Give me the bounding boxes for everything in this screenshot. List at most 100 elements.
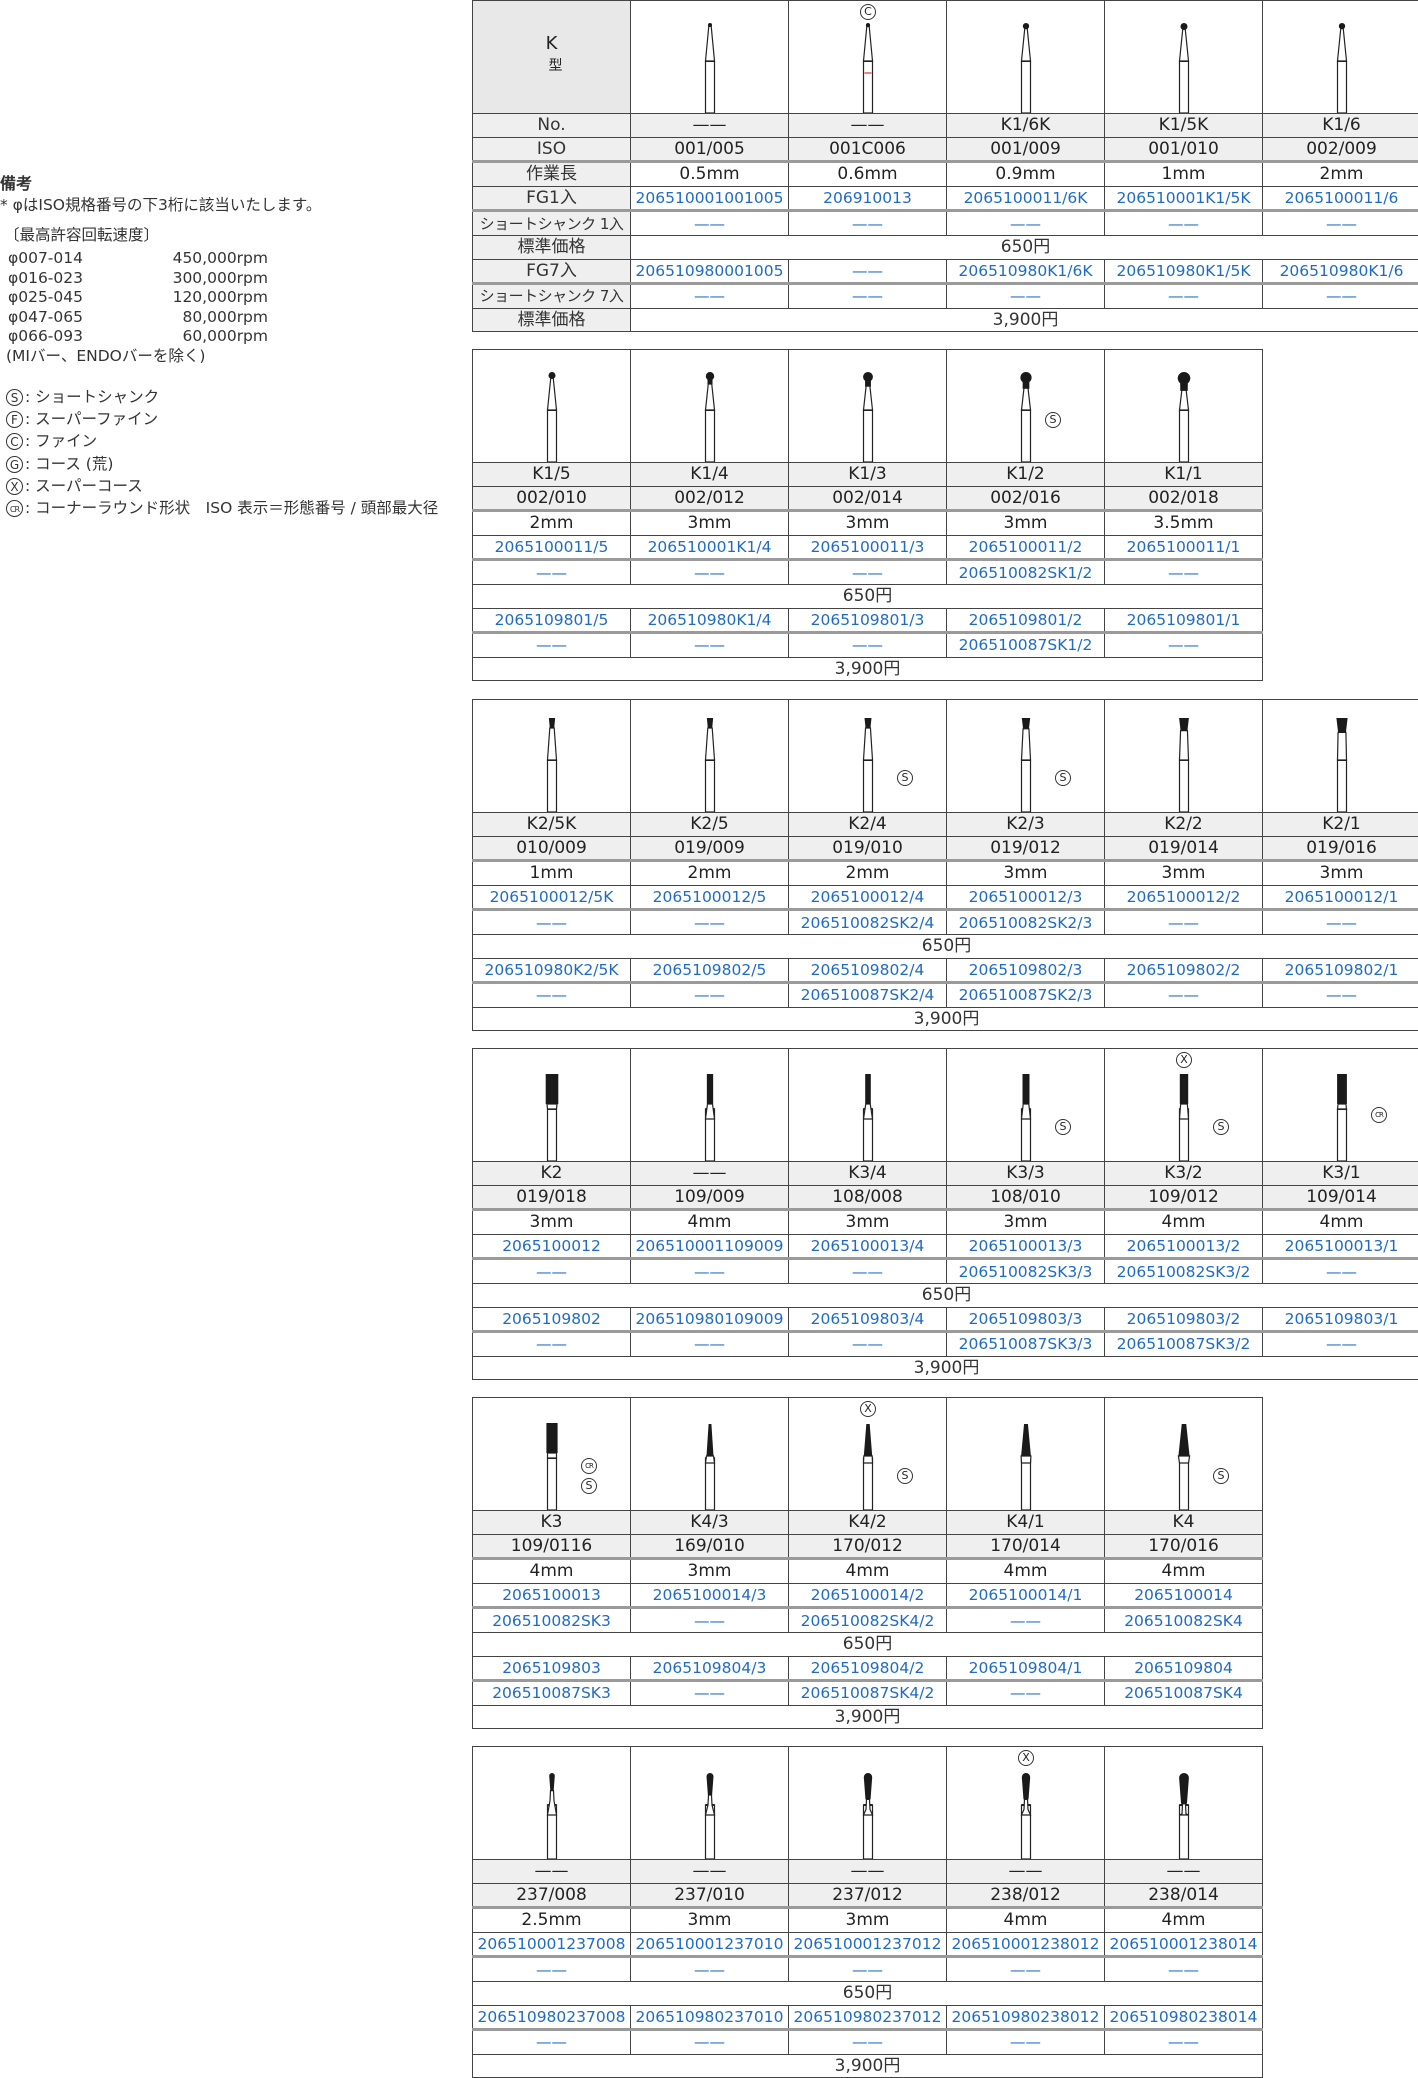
product-code[interactable]: 2065100011/1 [1105,535,1263,560]
product-code[interactable]: 206510082SK1/2 [947,560,1105,585]
product-code[interactable]: 206510001238012 [947,1932,1105,1957]
product-code[interactable]: 206510980K1/4 [631,608,789,633]
product-code[interactable]: 206510001K1/5K [1105,186,1263,211]
product-code[interactable]: 2065109802/5 [631,958,789,983]
bur-illustration [631,1398,789,1510]
product-code[interactable]: 206510087SK2/3 [947,983,1105,1008]
price-7-row: 3,900円 [473,1007,1418,1031]
product-code[interactable]: 206510001237010 [631,1932,789,1957]
product-code[interactable]: 2065109804 [1105,1656,1263,1681]
product-code: —— [1263,211,1418,236]
product-code[interactable]: 206510082SK4 [1105,1608,1263,1633]
product-code[interactable]: 2065109801/2 [947,608,1105,633]
product-code[interactable]: 2065109802/3 [947,958,1105,983]
product-code[interactable]: 2065100011/6 [1263,186,1418,211]
product-code[interactable]: 2065100014/1 [947,1583,1105,1608]
product-code[interactable]: 206510082SK2/3 [947,910,1105,935]
product-code[interactable]: 206910013 [789,186,947,211]
product-code[interactable]: 206510082SK3/3 [947,1259,1105,1284]
product-code[interactable]: 2065109803/2 [1105,1307,1263,1332]
product-code[interactable]: 2065109801/5 [473,608,631,633]
product-code[interactable]: 2065100013/1 [1263,1234,1418,1259]
product-code[interactable]: 206510980237008 [473,2005,631,2030]
product-code[interactable]: 2065109803/4 [789,1307,947,1332]
product-code[interactable]: 206510087SK1/2 [947,633,1105,658]
circled-s-icon: S [1045,412,1061,428]
product-code[interactable]: 2065100012/5K [473,885,631,910]
product-code[interactable]: 2065109803 [473,1656,631,1681]
spec-value: K4 [1105,1511,1263,1535]
product-code[interactable]: 206510082SK2/4 [789,910,947,935]
product-code[interactable]: 206510082SK3/2 [1105,1259,1263,1284]
product-code[interactable]: 206510980238014 [1105,2005,1263,2030]
spec-value: 019/016 [1263,836,1418,861]
product-code[interactable]: 206510001109009 [631,1234,789,1259]
bur-cell [789,1747,947,1860]
product-code[interactable]: 2065100012/1 [1263,885,1418,910]
bur-illustration [947,1398,1105,1510]
product-code[interactable]: 2065109802/1 [1263,958,1418,983]
product-code[interactable]: 2065109803/1 [1263,1307,1418,1332]
product-code[interactable]: 206510980K1/5K [1105,259,1263,284]
product-code[interactable]: 2065100011/5 [473,535,631,560]
product-code[interactable]: 2065109804/2 [789,1656,947,1681]
product-code[interactable]: 206510980001005 [631,259,789,284]
product-code[interactable]: 2065100011/3 [789,535,947,560]
product-code[interactable]: 2065100012/2 [1105,885,1263,910]
product-code[interactable]: 2065109804/1 [947,1656,1105,1681]
bur-illustration [473,1398,631,1510]
product-code[interactable]: 206510980237010 [631,2005,789,2030]
standard-price: 3,900円 [473,657,1263,681]
diameter-range: φ047-065 [0,308,158,328]
product-code[interactable]: 2065109801/3 [789,608,947,633]
product-code[interactable]: 2065100014/2 [789,1583,947,1608]
product-code[interactable]: 206510980109009 [631,1307,789,1332]
product-code[interactable]: 206510980K1/6 [1263,259,1418,284]
spec-value: 4mm [1105,1210,1263,1235]
product-code[interactable]: 2065100013/4 [789,1234,947,1259]
product-code[interactable]: 206510082SK4/2 [789,1608,947,1633]
product-code[interactable]: 2065100014/3 [631,1583,789,1608]
product-code[interactable]: 206510087SK3/3 [947,1332,1105,1357]
product-code[interactable]: 2065100012/4 [789,885,947,910]
product-code[interactable]: 206510087SK4/2 [789,1681,947,1706]
product-code[interactable]: 206510087SK2/4 [789,983,947,1008]
product-code[interactable]: 2065100012/5 [631,885,789,910]
product-code[interactable]: 2065100011/6K [947,186,1105,211]
product-code[interactable]: 2065109802 [473,1307,631,1332]
product-code[interactable]: 206510087SK4 [1105,1681,1263,1706]
product-code[interactable]: 2065109802/2 [1105,958,1263,983]
product-code[interactable]: 2065100012/3 [947,885,1105,910]
product-code[interactable]: 206510001237012 [789,1932,947,1957]
product-code[interactable]: 2065100014 [1105,1583,1263,1608]
product-code[interactable]: 206510001237008 [473,1932,631,1957]
product-code[interactable]: 206510001001005 [631,186,789,211]
product-code[interactable]: 2065100011/2 [947,535,1105,560]
product-code[interactable]: 2065100012 [473,1234,631,1259]
product-code[interactable]: 206510082SK3 [473,1608,631,1633]
product-code[interactable]: 206510980K2/5K [473,958,631,983]
legend-text: : ファイン [25,432,97,450]
product-code[interactable]: 206510980K1/6K [947,259,1105,284]
product-code[interactable]: 2065100013/3 [947,1234,1105,1259]
max-rpm: 80,000rpm [158,308,268,328]
product-code[interactable]: 2065109803/3 [947,1307,1105,1332]
product-code[interactable]: 206510001238014 [1105,1932,1263,1957]
product-code[interactable]: 206510087SK3/2 [1105,1332,1263,1357]
bur-cell [631,1747,789,1860]
product-code[interactable]: 2065109802/4 [789,958,947,983]
product-code[interactable]: 2065100013/2 [1105,1234,1263,1259]
product-code[interactable]: 206510087SK3 [473,1681,631,1706]
product-code[interactable]: 206510980238012 [947,2005,1105,2030]
product-code[interactable]: 206510980237012 [789,2005,947,2030]
product-code[interactable]: 2065109801/1 [1105,608,1263,633]
product-code[interactable]: 2065109804/3 [631,1656,789,1681]
product-code[interactable]: 2065100013 [473,1583,631,1608]
product-code[interactable]: 206510001K1/4 [631,535,789,560]
